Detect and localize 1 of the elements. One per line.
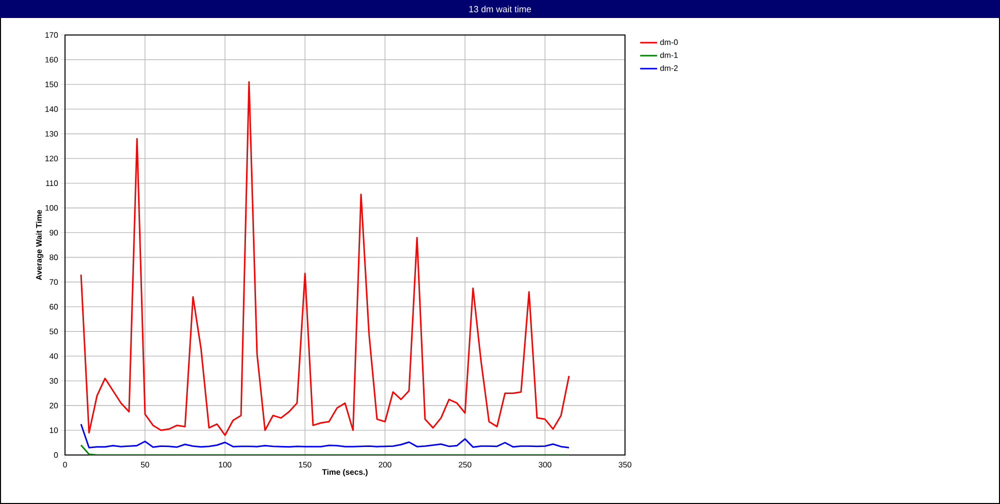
chart-title: 13 dm wait time bbox=[469, 6, 531, 12]
